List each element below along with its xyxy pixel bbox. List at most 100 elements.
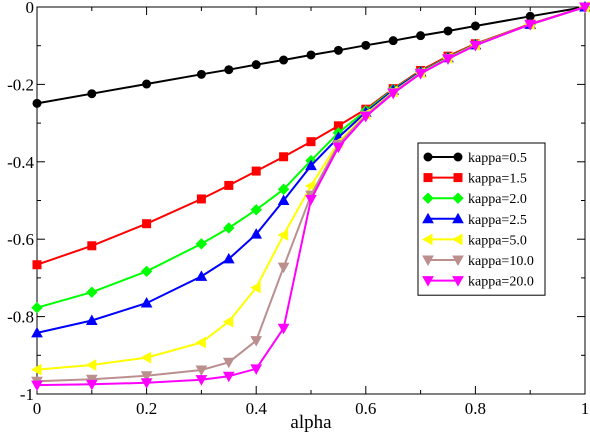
y-tick-label: -0.6 [7, 230, 34, 249]
data-point [277, 323, 290, 335]
legend-item: kappa=2.5 [422, 212, 527, 228]
data-point [279, 152, 289, 162]
legend-label: kappa=10.0 [468, 254, 534, 269]
legend-item: kappa=0.5 [423, 151, 527, 166]
data-point [222, 357, 235, 369]
x-tick-label: 0.6 [355, 399, 376, 418]
data-point [32, 260, 42, 270]
data-point [251, 166, 261, 176]
legend-marker [452, 255, 464, 267]
data-point [250, 204, 262, 216]
legend-label: kappa=5.0 [468, 233, 527, 248]
data-point [305, 194, 317, 206]
legend-marker [423, 173, 433, 183]
x-tick-label: 0 [33, 399, 42, 418]
legend-label: kappa=20.0 [468, 275, 534, 290]
data-point [195, 365, 208, 377]
series-line [36, 6, 586, 105]
legend-marker [423, 152, 433, 162]
data-point [251, 60, 261, 70]
legend-marker [452, 276, 464, 287]
data-point [140, 265, 153, 278]
data-point [333, 45, 343, 55]
y-tick-label: -0.4 [7, 153, 34, 172]
data-point [142, 79, 152, 89]
data-point [222, 315, 234, 328]
x-axis-ticks: 0 0.2 0.4 0.6 0.8 1 [33, 7, 589, 418]
data-point [224, 65, 234, 75]
y-axis-ticks: 0 -0.2 -0.4 -0.6 -0.8 -1 [7, 0, 585, 404]
data-point [140, 378, 153, 389]
data-point [361, 40, 371, 50]
data-point [277, 229, 289, 241]
data-point [85, 379, 98, 391]
legend-marker [422, 255, 434, 267]
data-point [222, 252, 235, 264]
data-point [359, 112, 372, 123]
x-axis-title: alpha [290, 412, 332, 433]
data-point [250, 281, 261, 294]
data-point [140, 351, 152, 364]
series-layer [30, 0, 590, 392]
legend-marker [453, 173, 463, 183]
legend-item: kappa=1.5 [423, 172, 527, 187]
data-point [87, 241, 97, 251]
legend-item: kappa=2.0 [422, 192, 527, 207]
data-point [86, 286, 98, 298]
data-point [306, 50, 316, 60]
data-point [85, 374, 98, 386]
data-point [388, 36, 398, 46]
data-point [250, 336, 263, 347]
data-point [416, 31, 426, 41]
series-line [36, 6, 586, 387]
x-tick-label: 0.8 [465, 399, 486, 418]
data-point [31, 301, 43, 314]
legend-label: kappa=2.0 [468, 192, 527, 207]
legend-marker [452, 212, 464, 224]
data-point [279, 55, 289, 65]
legend-marker [422, 192, 434, 204]
data-point [442, 54, 454, 65]
x-tick-label: 0.2 [136, 399, 157, 418]
data-point [277, 194, 290, 205]
y-tick-label: -0.2 [7, 75, 34, 94]
legend-marker [421, 233, 433, 246]
data-point [223, 222, 235, 234]
data-point [306, 137, 316, 147]
y-tick-label: -0.8 [7, 308, 34, 327]
data-point [195, 336, 206, 349]
data-point [31, 326, 43, 338]
data-point [222, 371, 235, 383]
data-point [195, 375, 208, 386]
data-point [87, 89, 97, 99]
data-point [30, 363, 42, 376]
data-point [140, 371, 153, 382]
data-point [140, 297, 153, 308]
legend-item: kappa=5.0 [421, 233, 527, 248]
data-point [250, 228, 263, 239]
legend-label: kappa=0.5 [468, 151, 527, 166]
legend-marker [422, 276, 434, 287]
data-point [196, 69, 206, 79]
data-point [305, 159, 317, 171]
data-point [195, 270, 208, 281]
y-tick-label: -1 [20, 385, 34, 404]
data-point [470, 21, 480, 31]
legend-marker [453, 152, 463, 162]
data-point [250, 364, 263, 375]
data-point [579, 2, 590, 14]
legend-marker [451, 233, 463, 246]
data-point [387, 88, 400, 100]
data-point [414, 69, 427, 80]
data-point [443, 26, 453, 36]
legend-item: kappa=20.0 [422, 275, 534, 290]
data-point [195, 238, 208, 250]
data-point [85, 314, 98, 325]
data-point [277, 183, 290, 195]
data-point [469, 40, 482, 52]
data-point [332, 142, 345, 154]
legend-item: kappa=10.0 [422, 254, 534, 269]
data-point [277, 262, 290, 274]
legend-label: kappa=2.5 [468, 213, 527, 228]
